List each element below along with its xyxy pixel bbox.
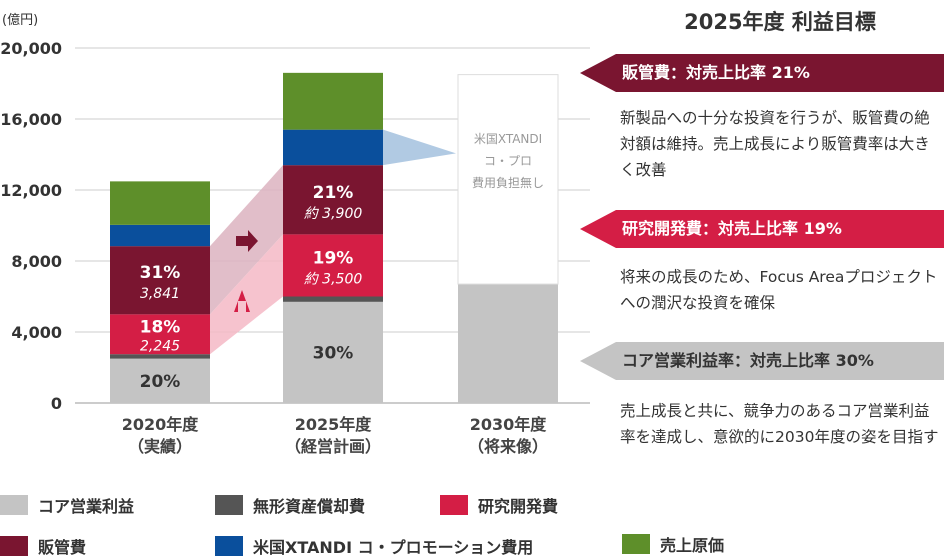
sga-value-2025: 約 3,900 — [304, 206, 363, 222]
legend-swatch — [0, 536, 28, 556]
panel-title: 2025年度 利益目標 — [684, 10, 876, 34]
desc-sga: 新製品への十分な投資を行うが、販管費の絶対額は維持。売上成長により販管費率は大き… — [620, 109, 930, 179]
copro-note-line: 費用負担無し — [472, 175, 544, 190]
legend-swatch — [215, 495, 243, 515]
legend-item: 無形資産償却費 — [215, 493, 365, 517]
desc-rd: 将来の成長のため、Focus Areaプロジェクトへの潤沢な投資を確保 — [620, 268, 938, 312]
sga-pct-2020: 31% — [140, 263, 181, 283]
legend-item: 販管費 — [0, 534, 86, 558]
x-tick-label: （将来像） — [468, 437, 548, 456]
legend-swatch — [215, 536, 243, 556]
bar-segment — [110, 354, 210, 359]
rd-value-2020: 2,245 — [140, 338, 180, 354]
legend-label: 無形資産償却費 — [253, 497, 366, 516]
banner-rd: 研究開発費：対売上比率 19% — [580, 210, 944, 248]
x-tick-label: （実績） — [128, 437, 192, 456]
arrow-right-icon — [236, 230, 258, 252]
banner-core: コア営業利益率：対売上比率 30% — [580, 342, 944, 380]
desc-core: 売上成長と共に、競争力のあるコア営業利益率を達成し、意欲的に2030年度の姿を目… — [620, 402, 939, 446]
bar-segment — [458, 284, 558, 403]
core-pct-2025: 30% — [313, 343, 354, 363]
stacked-bar-chart: (億円) 20% 18%2,245 31% 3,841 30% 19% 約 3,500 21%… — [0, 12, 590, 456]
bar-segment — [283, 72, 383, 130]
sga-pct-2025: 21% — [313, 183, 354, 203]
legend-swatch — [440, 495, 468, 515]
legend-swatch — [622, 534, 650, 554]
bar-segment — [283, 165, 383, 235]
x-tick-label: （経営計画） — [285, 437, 381, 456]
y-tick-label: 16,000 — [0, 110, 62, 129]
bar-segment — [283, 296, 383, 302]
rd-band — [210, 234, 283, 355]
y-tick-label: 12,000 — [0, 181, 62, 200]
legend-item: 米国XTANDI コ・プロモーション費用 — [215, 534, 533, 558]
legend-label: 米国XTANDI コ・プロモーション費用 — [253, 538, 534, 557]
legend-swatch — [0, 495, 28, 515]
copro-note-line: 米国XTANDI — [474, 132, 542, 146]
legend-item: 売上原価 — [622, 532, 724, 556]
legend-label: 売上原価 — [660, 536, 725, 555]
bar-segment — [283, 234, 383, 297]
rd-pct-2020: 18% — [140, 317, 181, 337]
y-tick-label: 4,000 — [11, 323, 62, 342]
bar-segment — [110, 314, 210, 355]
banner-sga: 販管費：対売上比率 21% — [580, 54, 944, 92]
legend-label: 研究開発費 — [478, 497, 559, 516]
x-tick-label: 2020年度 — [122, 415, 200, 434]
bar-segment — [110, 181, 210, 225]
copro-band — [383, 129, 456, 166]
x-tick-label: 2025年度 — [295, 415, 373, 434]
y-tick-label: 8,000 — [11, 252, 62, 271]
x-axis: 2020年度 （実績） 2025年度 （経営計画） 2030年度 （将来像） — [122, 415, 548, 456]
bar-segment — [110, 246, 210, 315]
bar-segment — [110, 224, 210, 247]
rd-pct-2025: 19% — [313, 248, 354, 268]
y-tick-label: 0 — [51, 394, 62, 413]
x-tick-label: 2030年度 — [470, 415, 548, 434]
legend-label: コア営業利益 — [38, 497, 135, 516]
legend-item: コア営業利益 — [0, 493, 134, 517]
y-axis: 0 4,000 8,000 12,000 16,000 20,000 — [0, 39, 62, 413]
core-pct-2020: 20% — [140, 372, 181, 392]
bars — [110, 72, 559, 403]
legend-label: 販管費 — [38, 538, 87, 557]
unit-label: (億円) — [2, 12, 38, 28]
copro-note-line: コ・プロ — [484, 154, 532, 168]
sga-value-2020: 3,841 — [140, 286, 180, 302]
bar-segment — [110, 358, 210, 403]
bar-segment — [283, 301, 383, 403]
bar-segment — [283, 129, 383, 166]
arrow-up-icon — [234, 290, 250, 312]
bar-labels: 20% 18%2,245 31% 3,841 30% 19% 約 3,500 21% 約 3,9… — [140, 132, 544, 392]
legend-item: 研究開発費 — [440, 493, 558, 517]
rd-value-2025: 約 3,500 — [304, 271, 363, 287]
y-tick-label: 20,000 — [0, 39, 62, 58]
bar-segment — [457, 74, 559, 285]
